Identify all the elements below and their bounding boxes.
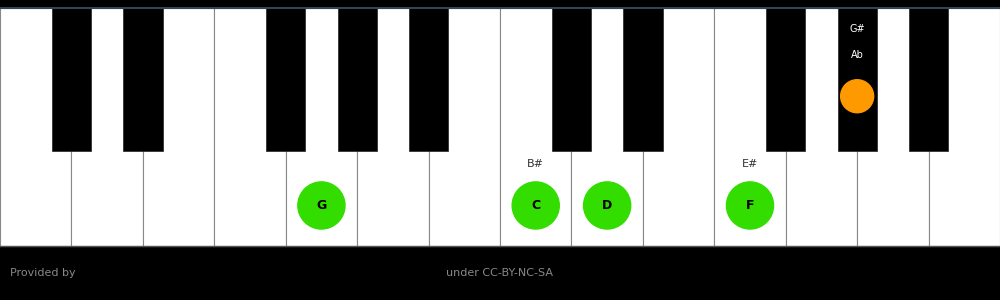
Circle shape bbox=[841, 80, 874, 113]
Text: G#: G# bbox=[849, 24, 865, 34]
Bar bbox=[643, 8, 714, 246]
Text: D: D bbox=[602, 199, 612, 212]
Bar bbox=[429, 8, 500, 246]
Bar bbox=[714, 8, 786, 246]
Bar bbox=[786, 8, 857, 246]
Bar bbox=[857, 8, 929, 246]
Bar bbox=[143, 8, 214, 246]
Bar bbox=[838, 8, 877, 151]
Circle shape bbox=[726, 182, 774, 229]
Bar bbox=[338, 8, 377, 151]
Bar bbox=[0, 246, 1000, 300]
Circle shape bbox=[584, 182, 631, 229]
Bar bbox=[0, 8, 1000, 246]
Bar bbox=[71, 8, 143, 246]
Circle shape bbox=[512, 182, 559, 229]
Circle shape bbox=[298, 182, 345, 229]
Bar bbox=[52, 8, 91, 151]
Bar bbox=[123, 8, 162, 151]
Bar bbox=[571, 8, 643, 246]
Bar bbox=[266, 8, 305, 151]
Bar bbox=[0, 8, 71, 246]
Bar bbox=[286, 8, 357, 246]
Bar bbox=[357, 8, 429, 246]
Bar bbox=[623, 8, 663, 151]
Bar bbox=[214, 8, 286, 246]
Bar bbox=[766, 8, 805, 151]
Text: B#: B# bbox=[527, 159, 544, 169]
Text: C: C bbox=[531, 199, 540, 212]
Bar bbox=[500, 8, 571, 246]
Text: Ab: Ab bbox=[851, 50, 864, 60]
Text: E#: E# bbox=[742, 159, 758, 169]
Bar bbox=[409, 8, 448, 151]
Bar bbox=[909, 8, 948, 151]
Text: F: F bbox=[746, 199, 754, 212]
Text: G: G bbox=[316, 199, 327, 212]
Bar bbox=[552, 8, 591, 151]
Text: under CC-BY-NC-SA: under CC-BY-NC-SA bbox=[446, 268, 554, 278]
Text: Provided by: Provided by bbox=[10, 268, 76, 278]
Bar bbox=[929, 8, 1000, 246]
